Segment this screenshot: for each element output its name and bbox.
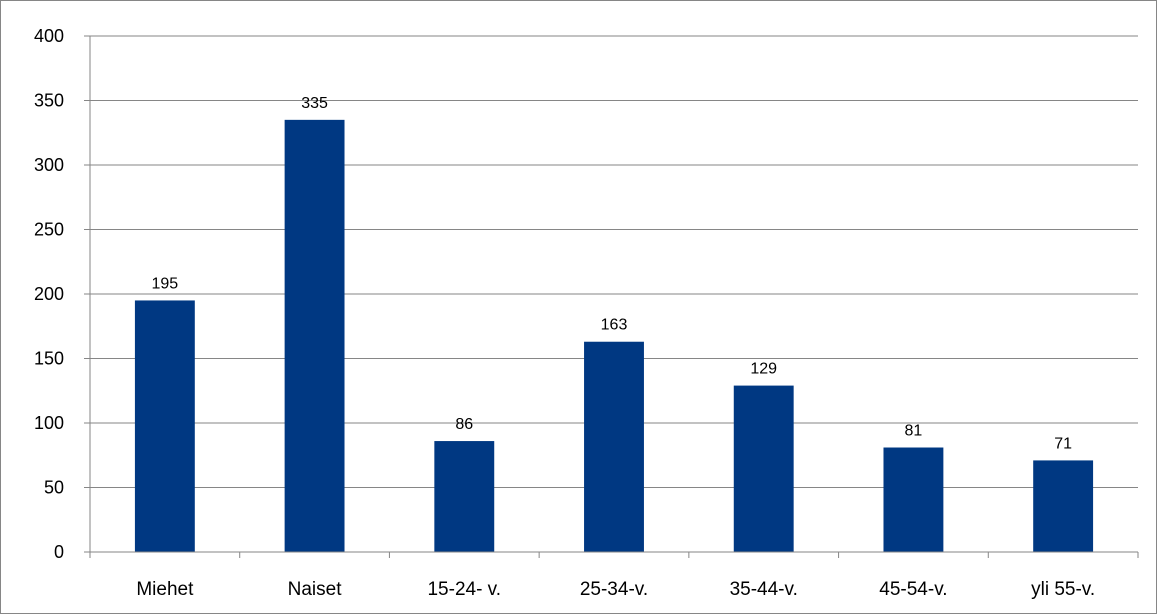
bar-5 — [733, 385, 794, 552]
y-axis-tick-labels: 0 50 100 150 200 250 300 350 400 — [34, 26, 64, 562]
x-axis-category-labels: Miehet Naiset 15-24- v. 25-34-v. 35-44-v. 45-… — [136, 579, 1095, 600]
data-label-6: 81 — [905, 423, 923, 440]
category-label-3: 15-24- v. — [427, 579, 501, 600]
category-label-4: 25-34-v. — [580, 579, 648, 600]
data-label-4: 163 — [601, 317, 628, 334]
data-label-1: 195 — [152, 275, 179, 292]
data-label-7: 71 — [1054, 435, 1072, 452]
category-label-1: Miehet — [136, 579, 194, 600]
axes — [84, 35, 1139, 558]
bar-6 — [883, 447, 944, 552]
bar-1 — [134, 300, 195, 552]
y-tick-label-400: 400 — [34, 26, 64, 46]
data-label-5: 129 — [750, 361, 777, 378]
category-label-7: yli 55-v. — [1031, 579, 1095, 600]
bar-7 — [1033, 460, 1094, 552]
y-tick-label-250: 250 — [34, 220, 64, 240]
bar-4 — [584, 341, 644, 552]
y-tick-label-300: 300 — [34, 155, 64, 175]
y-tick-label-0: 0 — [54, 542, 64, 562]
y-tick-label-200: 200 — [34, 284, 64, 304]
gridlines — [90, 35, 1138, 488]
category-label-2: Naiset — [288, 579, 343, 600]
category-label-5: 35-44-v. — [730, 579, 798, 600]
bar-2 — [284, 119, 345, 552]
bars — [134, 119, 1094, 552]
bar-3 — [434, 441, 495, 552]
category-label-6: 45-54-v. — [879, 579, 947, 600]
y-tick-label-150: 150 — [34, 349, 64, 369]
data-label-2: 335 — [301, 95, 328, 112]
data-label-3: 86 — [455, 416, 473, 433]
y-tick-label-350: 350 — [34, 91, 64, 111]
y-tick-label-100: 100 — [34, 413, 64, 433]
data-labels: 195 335 86 163 129 81 71 — [152, 95, 1073, 453]
y-tick-label-50: 50 — [44, 478, 64, 498]
